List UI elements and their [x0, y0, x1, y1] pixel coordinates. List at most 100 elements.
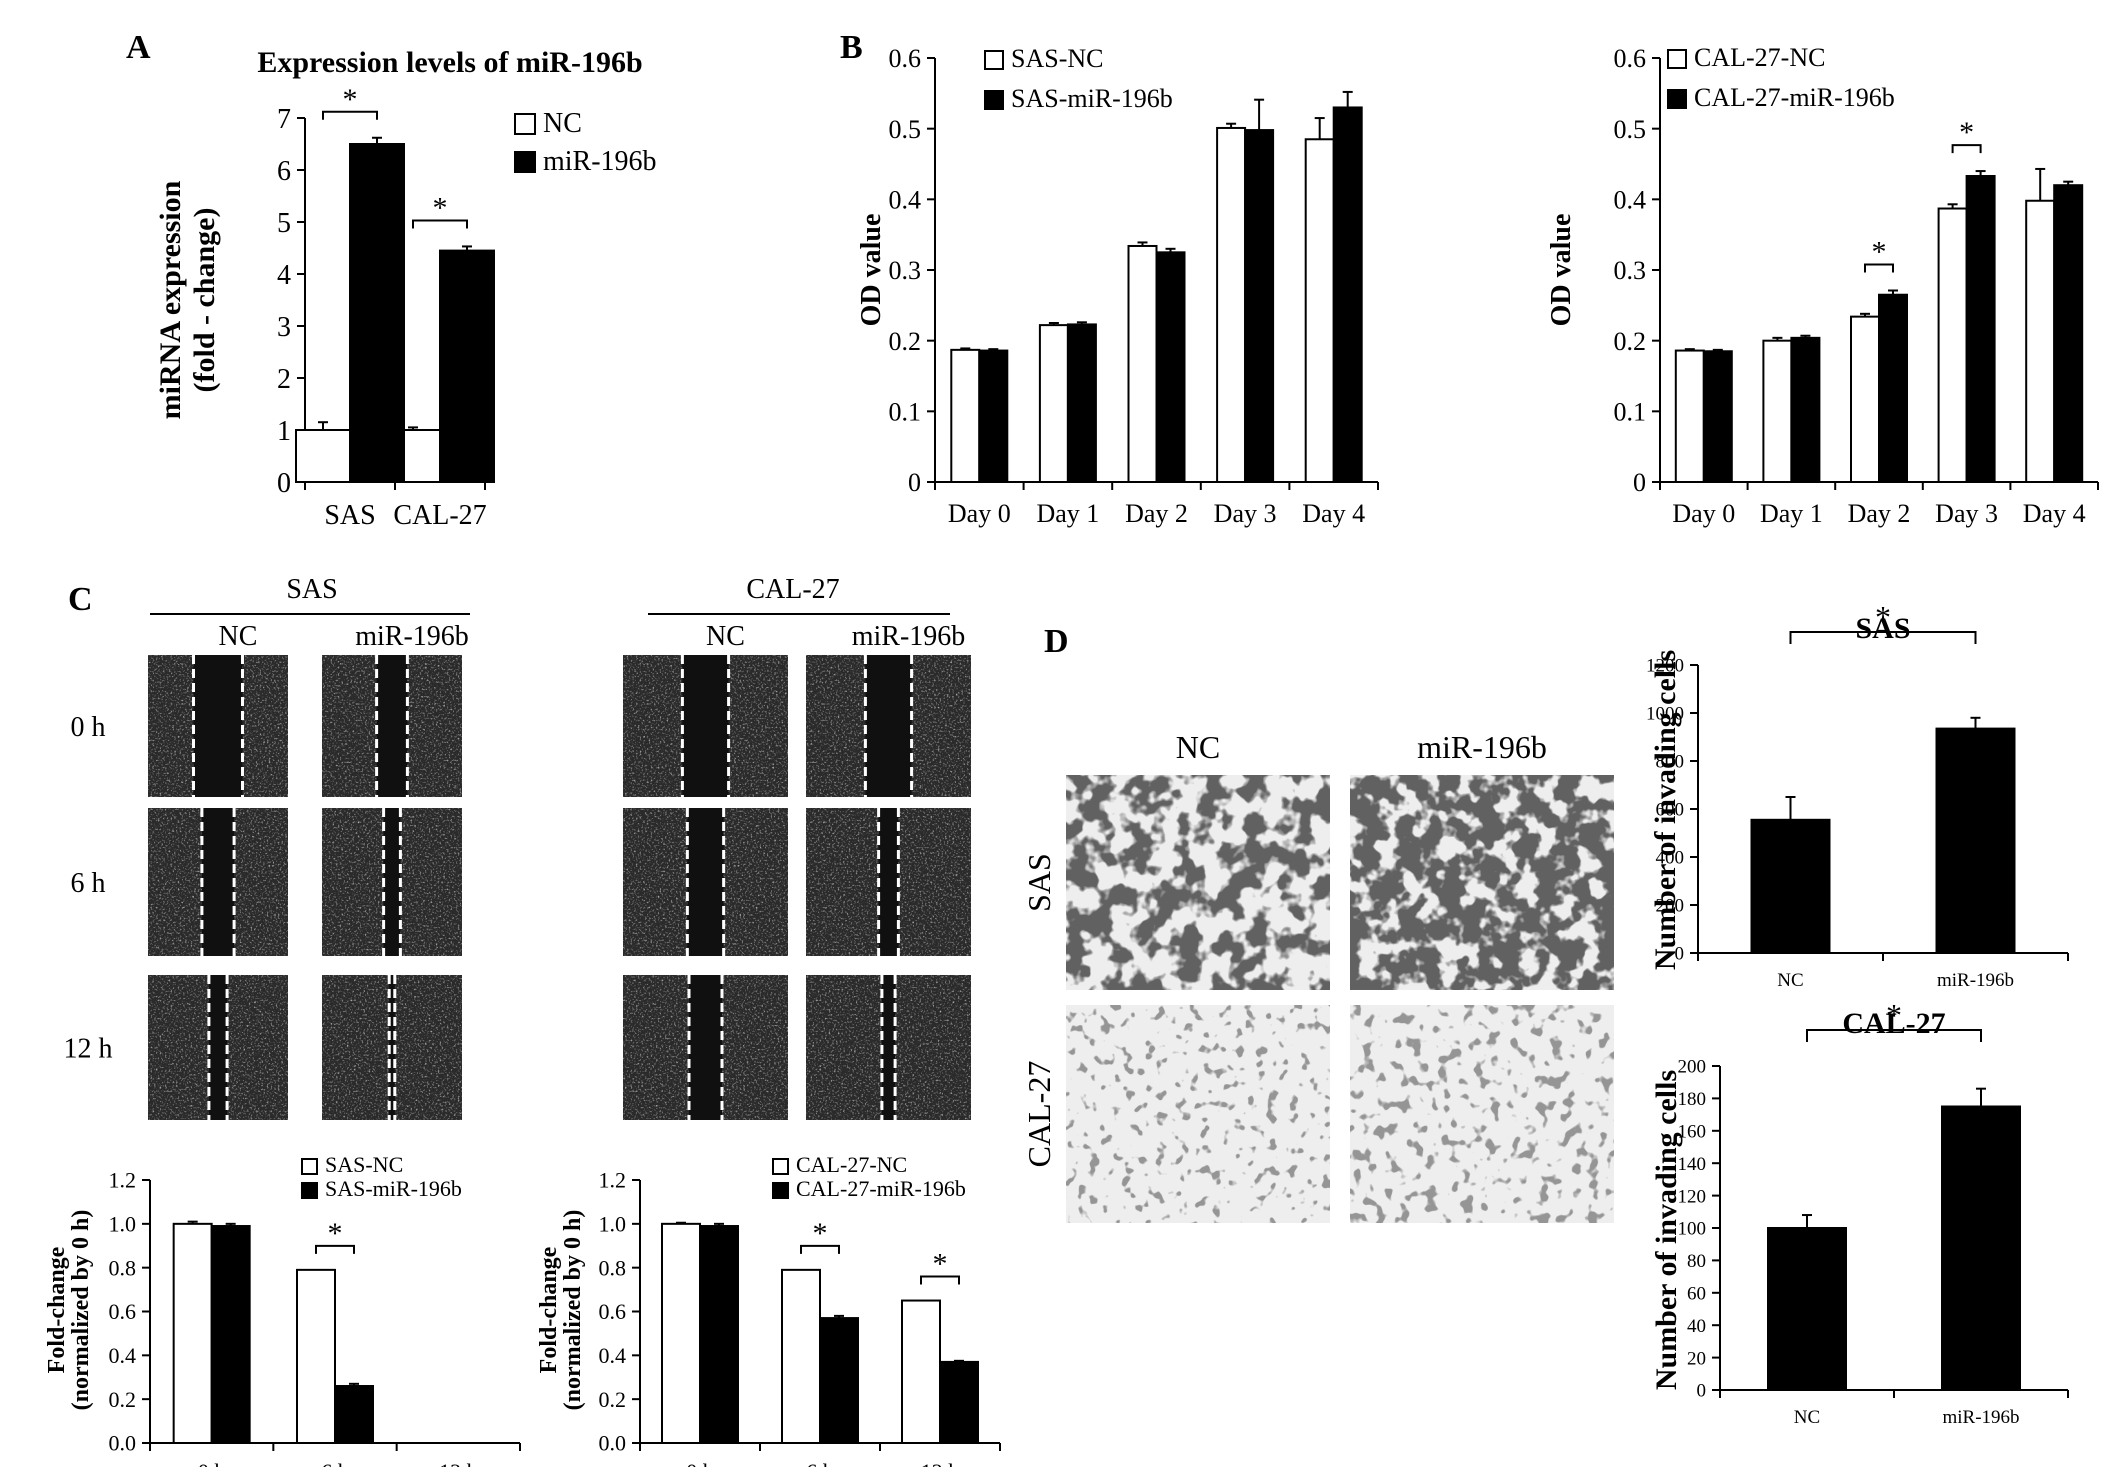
- bar: [901, 1299, 941, 1444]
- wound-micrograph: [623, 655, 788, 797]
- invasion-micrograph: [1066, 775, 1330, 990]
- bar: [1304, 138, 1335, 483]
- wound-micrograph: [322, 655, 462, 797]
- bar: [781, 1268, 821, 1444]
- y-tick-label: 800: [1656, 752, 1685, 773]
- wound-gap: [201, 808, 235, 956]
- significance-bracket: [1864, 263, 1894, 273]
- y-tick-label: 0: [277, 468, 291, 499]
- y-tick-label: 1000: [1646, 704, 1684, 725]
- wound-gap: [687, 808, 724, 956]
- y-tick-label: 160: [1678, 1121, 1707, 1142]
- y-tick-label: 120: [1678, 1186, 1707, 1207]
- wound-column-label: NC: [706, 621, 745, 652]
- wound-micrograph: [623, 975, 788, 1120]
- y-tick-label: 0: [1697, 1381, 1707, 1402]
- bar: [1066, 323, 1097, 483]
- chart-b-cal27: 0 0.1 0.2 0.3 0.4 0.5 0.6 Day 0 Day 1 Day 2 Day 3 D…: [1546, 43, 2099, 528]
- y-tick-label: 0.2: [599, 1387, 627, 1412]
- wound-group-title: CAL-27: [746, 574, 839, 605]
- y-tick-label: 0.1: [1614, 397, 1647, 426]
- invasion-micrograph: [1066, 1005, 1330, 1223]
- x-tick-label: miR-196b: [1937, 970, 2014, 991]
- significance-bracket: [322, 110, 378, 120]
- y-axis-label: Number of invading cells: [1649, 650, 1682, 970]
- legend-label: SAS-NC: [325, 1152, 403, 1177]
- invasion-column-label: miR-196b: [1417, 729, 1547, 765]
- bar: [1155, 251, 1186, 483]
- y-tick-label: 0.8: [109, 1255, 137, 1280]
- x-tick-label: 6 h: [806, 1459, 834, 1467]
- wound-gap: [682, 655, 729, 797]
- legend-label: CAL-27-miR-196b: [1694, 83, 1895, 112]
- micrograph-cells: [1350, 775, 1614, 990]
- y-tick-label: 0.5: [889, 115, 922, 144]
- bar: [1750, 818, 1831, 954]
- bar: [939, 1360, 979, 1444]
- wound-row-label: 0 h: [71, 712, 106, 743]
- bar: [1850, 315, 1880, 484]
- y-axis-label: Number of invading cells: [1650, 1070, 1683, 1390]
- panel-label: C: [68, 581, 93, 618]
- wound-gap: [878, 808, 899, 956]
- wound-group-sas: SAS NC miR-196b: [148, 574, 470, 1120]
- y-tick-label: 0: [1633, 468, 1646, 497]
- panel-label: B: [840, 29, 863, 66]
- wound-group-title: SAS: [286, 574, 337, 605]
- y-tick-label: 0.4: [1614, 185, 1647, 214]
- y-tick-label: 4: [277, 260, 291, 291]
- legend-swatch: [772, 1158, 789, 1175]
- chart-title: SAS: [1855, 612, 1910, 645]
- panel-label: A: [126, 29, 151, 66]
- bar: [172, 1222, 213, 1445]
- y-tick-label: 80: [1687, 1251, 1706, 1272]
- bar: [978, 349, 1009, 483]
- bar: [1790, 336, 1821, 483]
- wound-micrograph: [806, 655, 971, 797]
- y-tick-label: 100: [1678, 1219, 1707, 1240]
- x-tick-label: Day 0: [948, 499, 1011, 528]
- y-tick-label: 0.6: [889, 44, 922, 73]
- significance-star: *: [813, 1217, 828, 1250]
- wound-column-label: miR-196b: [852, 621, 966, 652]
- chart-d-sas: 0 200 400 600 800 1000 1200 NC miR-196b *SAS Numbe…: [1646, 599, 2069, 991]
- y-axis-label: (fold - change): [188, 208, 221, 393]
- wound-gap: [383, 808, 401, 956]
- significance-star: *: [1875, 599, 1891, 635]
- bar: [661, 1222, 701, 1445]
- chart-d-cal27: 0 20 40 60 80 100 120 140 160 180 200 NC miR-196b *CA…: [1650, 997, 2069, 1428]
- wound-row-label: 6 h: [71, 868, 106, 899]
- x-tick-label: Day 0: [1672, 499, 1735, 528]
- x-tick-label: 12 h: [439, 1459, 478, 1467]
- wound-row-label: 12 h: [64, 1034, 113, 1065]
- wound-gap: [689, 975, 722, 1120]
- y-tick-label: 140: [1678, 1154, 1707, 1175]
- bar: [295, 429, 351, 483]
- bar: [1878, 293, 1908, 483]
- legend-label: SAS-NC: [1011, 44, 1103, 73]
- x-tick-label: 12 h: [921, 1459, 960, 1467]
- y-tick-label: 20: [1687, 1348, 1706, 1369]
- legend-swatch: [1667, 89, 1687, 109]
- bar: [950, 348, 981, 483]
- legend-label: NC: [543, 108, 582, 139]
- bar: [1965, 175, 1996, 483]
- bar: [1216, 126, 1247, 484]
- significance-star: *: [433, 191, 448, 224]
- bar: [1038, 324, 1069, 483]
- significance-bracket: [1806, 1029, 1982, 1042]
- y-tick-label: 0.2: [889, 327, 922, 356]
- bar: [819, 1317, 859, 1444]
- wound-micrograph: [148, 975, 288, 1120]
- y-tick-label: 0.2: [1614, 327, 1647, 356]
- y-tick-label: 1.0: [109, 1212, 137, 1237]
- bar: [1702, 350, 1733, 483]
- y-tick-label: 0.4: [889, 185, 922, 214]
- wound-gap: [881, 975, 896, 1120]
- x-tick-label: Day 3: [1214, 499, 1277, 528]
- y-tick-label: 0.6: [599, 1299, 627, 1324]
- bar: [2053, 184, 2084, 483]
- y-tick-label: 400: [1656, 848, 1685, 869]
- significance-star: *: [1959, 116, 1974, 149]
